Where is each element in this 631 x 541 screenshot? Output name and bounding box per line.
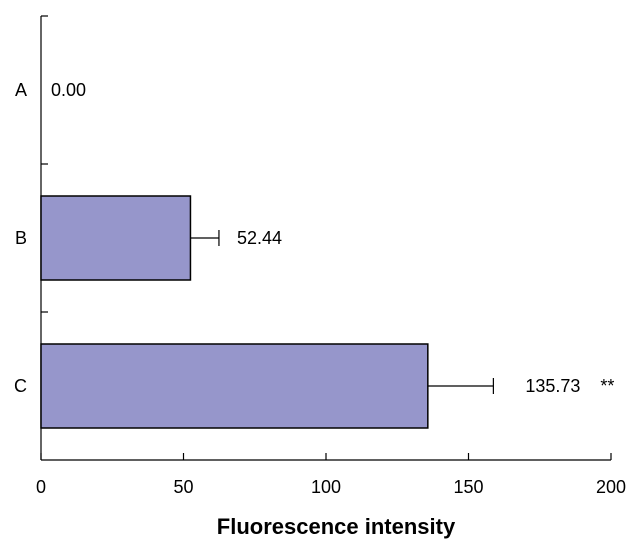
x-ticks: 0 50 100 150 200 <box>36 453 626 497</box>
significance-label-C: ** <box>600 376 614 396</box>
x-tick-label: 100 <box>311 477 341 497</box>
data-label-B: 52.44 <box>237 228 282 248</box>
x-tick-label: 0 <box>36 477 46 497</box>
y-ticks <box>41 15 48 313</box>
x-tick-label: 200 <box>596 477 626 497</box>
data-label-C: 135.73 <box>525 376 580 396</box>
bar-B <box>40 195 192 281</box>
data-labels: A 0.00 B 52.44 C 135.73 ** <box>14 80 614 396</box>
category-label: C <box>14 376 27 396</box>
x-tick-label: 150 <box>453 477 483 497</box>
x-tick-label: 50 <box>173 477 193 497</box>
bars <box>40 195 494 429</box>
data-label-A: 0.00 <box>51 80 86 100</box>
category-label: A <box>15 80 27 100</box>
category-label: B <box>15 228 27 248</box>
x-axis-title: Fluorescence intensity <box>217 514 456 539</box>
bar-C <box>40 343 429 429</box>
